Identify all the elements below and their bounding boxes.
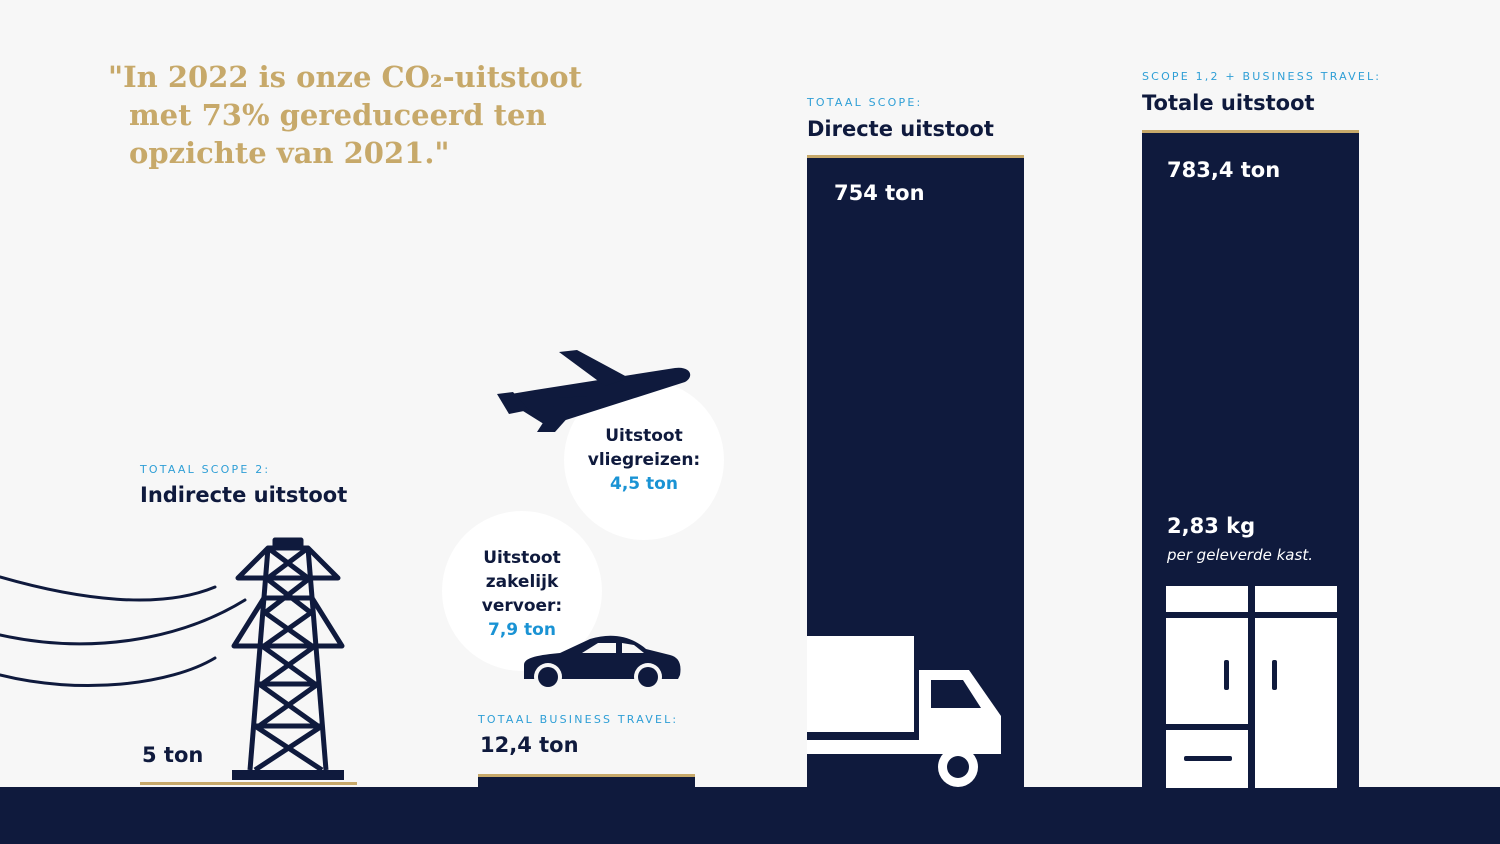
quote: "In 2022 is onze CO₂-uitstoot met 73% ge… bbox=[108, 58, 628, 172]
transport-label-3: vervoer: bbox=[481, 596, 563, 616]
business-travel-value: 12,4 ton bbox=[480, 733, 579, 757]
cabinet-icon bbox=[1166, 586, 1337, 788]
direct-title: Directe uitstoot bbox=[807, 117, 994, 141]
per-unit-label: per geleverde kast. bbox=[1167, 546, 1313, 564]
airplane-icon bbox=[497, 350, 691, 432]
bar-business-travel bbox=[478, 776, 695, 787]
transport-value: 7,9 ton bbox=[488, 620, 556, 640]
total-value: 783,4 ton bbox=[1167, 158, 1281, 182]
direct-kicker: TOTAAL SCOPE: bbox=[807, 96, 923, 109]
bar-business-travel-top-line bbox=[478, 773, 695, 777]
business-travel-kicker: TOTAAL BUSINESS TRAVEL: bbox=[478, 713, 679, 726]
scope2-title: Indirecte uitstoot bbox=[140, 483, 348, 507]
quote-line-2: met 73% gereduceerd ten bbox=[129, 98, 547, 132]
direct-value: 754 ton bbox=[834, 181, 925, 205]
bar-total-top-line bbox=[1142, 130, 1359, 133]
quote-line-1: "In 2022 is onze CO₂-uitstoot bbox=[108, 60, 582, 94]
total-kicker: SCOPE 1,2 + BUSINESS TRAVEL: bbox=[1142, 70, 1382, 83]
bar-direct-top-line bbox=[807, 154, 1024, 158]
quote-line-3: opzichte van 2021." bbox=[129, 136, 450, 170]
flights-label-1: Uitstoot bbox=[605, 426, 683, 446]
scope2-value: 5 ton bbox=[142, 743, 204, 767]
transport-label-2: zakelijk bbox=[485, 572, 559, 592]
transport-bubble: Uitstoot zakelijk vervoer: 7,9 ton bbox=[442, 511, 602, 671]
scope2-baseline bbox=[140, 782, 357, 785]
power-pylon-icon bbox=[231, 537, 345, 780]
flights-value: 4,5 ton bbox=[610, 474, 678, 494]
flights-label-2: vliegreizen: bbox=[587, 450, 701, 470]
car-icon bbox=[524, 635, 681, 691]
total-title: Totale uitstoot bbox=[1142, 91, 1315, 115]
per-unit-value: 2,83 kg bbox=[1167, 514, 1256, 538]
transport-label-1: Uitstoot bbox=[483, 548, 561, 568]
power-lines-icon bbox=[0, 575, 247, 688]
scope2-kicker: TOTAAL SCOPE 2: bbox=[140, 463, 271, 476]
truck-icon bbox=[807, 636, 1001, 787]
ground-band bbox=[0, 787, 1500, 844]
